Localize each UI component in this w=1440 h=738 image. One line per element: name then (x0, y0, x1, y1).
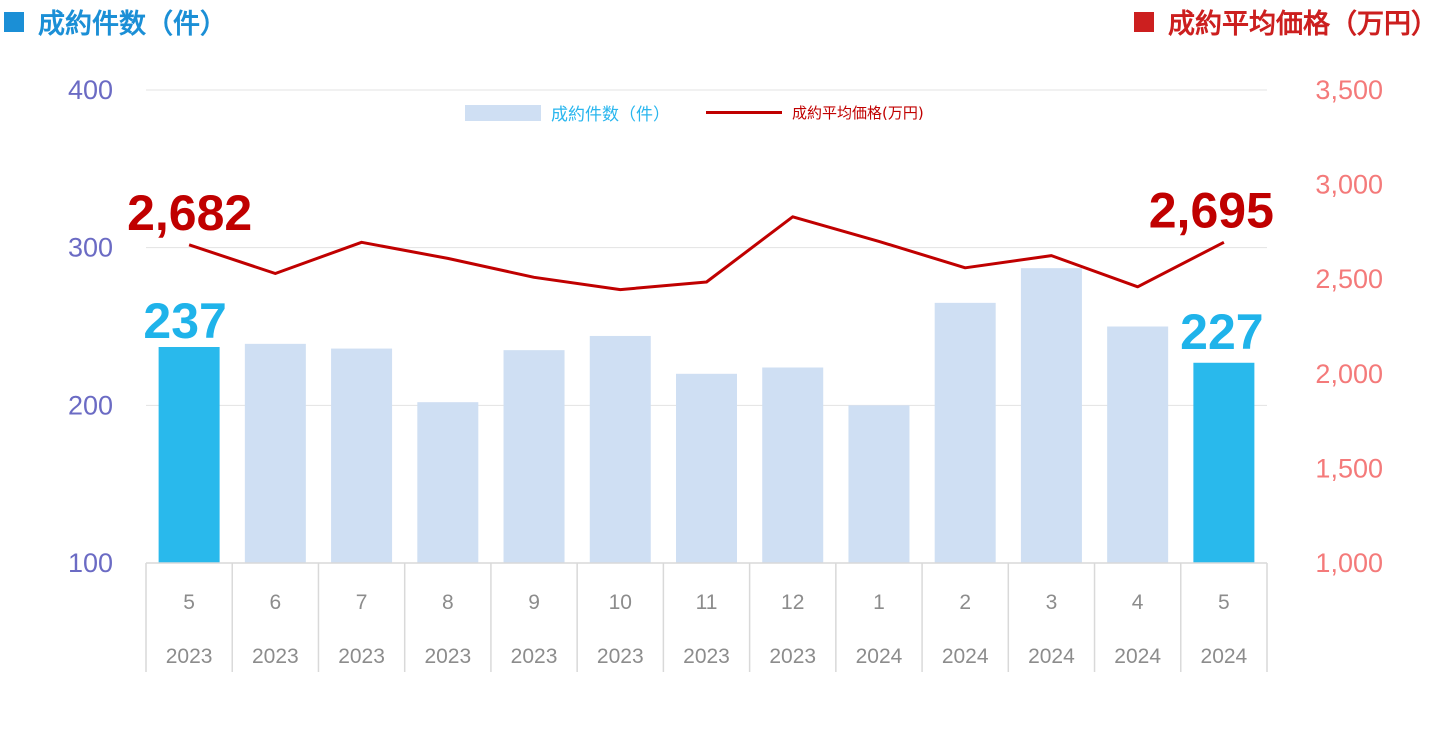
x-tick-year: 2024 (1028, 645, 1075, 668)
first-line-callout: 2,682 (127, 185, 252, 241)
x-tick-month: 7 (356, 591, 368, 614)
right-axis-header-label: 成約平均価格（万円） (1168, 9, 1438, 40)
line-series (188, 215, 1225, 292)
legend-bar-label: 成約件数（件） (551, 105, 670, 125)
legend-line-label: 成約平均価格(万円) (792, 104, 924, 122)
left-axis-header: 成約件数（件） (4, 2, 227, 41)
x-tick-year: 2024 (1201, 645, 1248, 668)
bar-9 (934, 302, 996, 563)
x-tick-year: 2024 (856, 645, 903, 668)
bar-4 (503, 350, 565, 563)
bar-6 (676, 373, 737, 563)
gridlines (146, 89, 1267, 406)
right-y-tick: 3,000 (1315, 170, 1383, 200)
last-line-callout: 2,695 (1149, 182, 1274, 238)
x-tick-month: 2 (959, 591, 971, 614)
x-tick-year: 2023 (597, 645, 644, 668)
bar-0 (158, 346, 220, 563)
x-tick-month: 8 (442, 591, 454, 614)
x-tick-month: 12 (781, 591, 804, 614)
bar-12 (1193, 362, 1255, 563)
x-tick-year: 2023 (769, 645, 816, 668)
left-y-tick: 300 (68, 233, 113, 263)
red-square-icon (1134, 11, 1154, 32)
x-tick-year: 2023 (511, 645, 558, 668)
last-bar-callout: 227 (1180, 304, 1263, 360)
legend-line-swatch (706, 111, 782, 114)
chart-legend: 成約件数（件） 成約平均価格(万円) (465, 100, 924, 125)
left-y-tick: 200 (68, 390, 113, 420)
bar-5 (589, 335, 651, 563)
right-y-tick: 2,500 (1315, 264, 1383, 294)
right-y-tick: 3,500 (1315, 75, 1383, 105)
x-tick-month: 3 (1046, 591, 1058, 614)
bar-2 (331, 348, 393, 563)
bar-10 (1020, 268, 1082, 563)
x-tick-year: 2024 (942, 645, 989, 668)
x-tick-year: 2023 (166, 645, 213, 668)
first-bar-callout: 237 (143, 293, 226, 349)
x-tick-month: 4 (1132, 591, 1144, 614)
price-line (188, 215, 1225, 292)
bar-series (158, 268, 1255, 563)
left-axis-header-label: 成約件数（件） (38, 9, 227, 40)
bar-1 (244, 343, 306, 563)
legend-bar-swatch (465, 104, 541, 121)
bar-8 (848, 405, 910, 563)
left-y-tick: 400 (68, 75, 113, 105)
right-y-tick: 1,500 (1315, 453, 1383, 483)
value-callouts: 2,682 2,695 237 227 (127, 182, 1274, 359)
x-tick-year: 2023 (338, 645, 385, 668)
x-tick-month: 11 (696, 591, 718, 614)
left-y-axis: 100 200 300 400 (68, 75, 113, 578)
x-tick-year: 2023 (683, 645, 730, 668)
x-tick-month: 6 (270, 591, 282, 614)
right-axis-header: 成約平均価格（万円） (1134, 2, 1438, 41)
bar-7 (762, 367, 824, 563)
bar-11 (1107, 326, 1169, 563)
x-tick-year: 2024 (1114, 645, 1161, 668)
x-tick-month: 9 (528, 591, 540, 614)
x-tick-year: 2023 (424, 645, 471, 668)
right-y-tick: 2,000 (1315, 359, 1383, 389)
blue-square-icon (4, 11, 24, 32)
x-tick-month: 1 (873, 591, 885, 614)
x-tick-month: 5 (1218, 591, 1230, 614)
right-y-tick: 1,000 (1315, 548, 1383, 578)
left-y-tick: 100 (68, 548, 113, 578)
bar-3 (417, 402, 479, 563)
x-tick-month: 5 (183, 591, 195, 614)
right-y-axis: 1,000 1,500 2,000 2,500 3,000 3,500 (1315, 75, 1383, 578)
x-tick-month: 10 (609, 591, 632, 614)
x-tick-year: 2023 (252, 645, 299, 668)
